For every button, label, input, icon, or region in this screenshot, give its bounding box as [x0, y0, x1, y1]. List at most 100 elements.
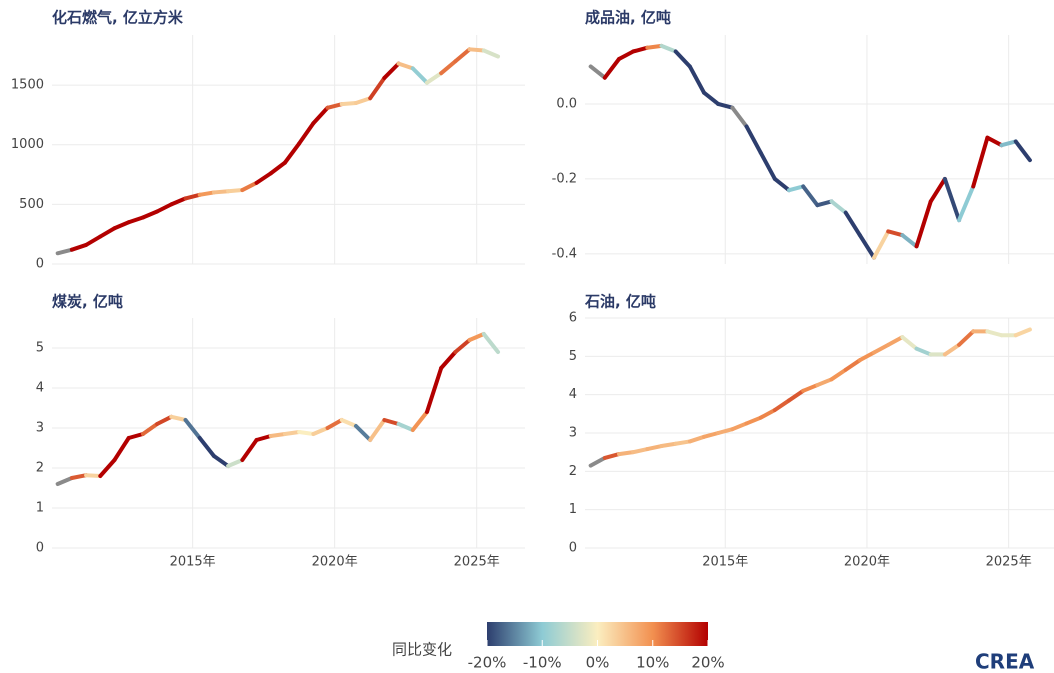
line-segment — [730, 105, 749, 129]
line-segment — [453, 338, 472, 354]
line-segment — [971, 135, 990, 189]
line-segment — [602, 56, 622, 80]
line-segment — [353, 424, 373, 442]
y-tick-label: 0 — [36, 257, 44, 272]
line-segment — [410, 410, 429, 432]
x-tick-label: 2015年 — [702, 555, 748, 570]
line-segment — [183, 418, 202, 440]
y-tick-label: 1500 — [11, 78, 44, 93]
line-segment — [758, 150, 777, 181]
line-segment — [772, 398, 792, 412]
line-segment — [900, 233, 919, 249]
line-segment — [382, 61, 401, 80]
line-segment — [155, 414, 174, 426]
line-segment — [197, 436, 216, 458]
panel-title: 成品油, 亿吨 — [585, 9, 671, 27]
line-segment — [687, 434, 707, 444]
y-tick-label: 500 — [19, 197, 44, 212]
line-segment — [687, 64, 707, 95]
line-segment — [886, 335, 905, 347]
line-segment — [169, 414, 188, 422]
line-segment — [297, 430, 316, 436]
line-segment — [1013, 139, 1032, 163]
colorbar-title: 同比变化 — [392, 641, 452, 659]
line-segment — [197, 190, 216, 197]
y-tick-label: 0 — [569, 541, 577, 556]
line-segment — [787, 388, 806, 403]
x-tick-label: 2015年 — [170, 555, 216, 570]
line-segment — [84, 234, 103, 247]
line-segment — [815, 199, 834, 208]
line-segment — [617, 49, 636, 61]
line-segment — [659, 441, 678, 449]
line-segment — [801, 184, 820, 208]
y-tick-label: 1 — [569, 502, 577, 517]
line-segment — [282, 141, 302, 165]
line-segment — [857, 233, 877, 260]
y-tick-label: 0.0 — [556, 96, 577, 111]
line-segment — [140, 422, 160, 436]
line-segment — [928, 176, 947, 204]
line-segment — [226, 188, 245, 194]
x-tick-label: 2025年 — [454, 555, 500, 570]
x-tick-label: 2020年 — [312, 555, 358, 570]
line-segment — [268, 160, 287, 176]
line-segment — [730, 421, 749, 432]
line-segment — [659, 43, 678, 54]
line-segment — [645, 43, 664, 50]
line-segment — [702, 431, 721, 439]
y-tick-label: 1000 — [11, 137, 44, 152]
line-segment — [588, 455, 607, 468]
line-segment — [815, 377, 834, 388]
line-segment — [843, 210, 862, 238]
line-segment — [829, 367, 848, 382]
y-tick-label: 1 — [36, 501, 44, 516]
line-segment — [467, 332, 486, 342]
line-segment — [297, 121, 316, 146]
line-segment — [702, 90, 721, 106]
line-segment — [872, 342, 891, 355]
y-tick-label: 6 — [569, 311, 577, 326]
y-tick-label: 3 — [569, 426, 577, 441]
line-segment — [481, 48, 501, 59]
line-segment — [801, 383, 820, 393]
y-tick-label: 5 — [569, 349, 577, 364]
line-segment — [744, 415, 763, 426]
colorbar-label: -20% — [468, 654, 507, 672]
line-segment — [787, 184, 806, 193]
line-segment — [339, 100, 358, 107]
line-segment — [942, 342, 962, 357]
line-segment — [240, 180, 259, 193]
line-segment — [69, 242, 89, 252]
line-segment — [744, 124, 763, 155]
line-segment — [772, 176, 792, 193]
line-segment — [617, 450, 636, 457]
line-segment — [112, 220, 131, 231]
line-segment — [886, 229, 905, 238]
line-segment — [467, 47, 486, 53]
line-segment — [424, 71, 444, 85]
line-segment — [914, 199, 933, 249]
colorbar-label: -10% — [523, 654, 562, 672]
line-segment — [211, 454, 231, 468]
line-segment — [843, 358, 862, 372]
line-segment — [169, 196, 188, 207]
colorbar-label: 0% — [586, 654, 610, 672]
line-segment — [985, 329, 1004, 338]
line-segment — [55, 247, 74, 256]
line-segment — [339, 418, 358, 428]
line-segment — [857, 350, 877, 363]
line-segment — [112, 436, 131, 462]
y-tick-label: 0 — [36, 541, 44, 556]
line-segment — [254, 171, 273, 185]
colorbar-label: 20% — [691, 654, 724, 672]
line-segment — [588, 64, 607, 80]
line-segment — [439, 59, 458, 76]
line-segment — [183, 192, 202, 201]
line-segment — [126, 432, 145, 440]
line-segment — [325, 418, 344, 430]
line-segment — [942, 176, 962, 223]
line-segment — [424, 366, 444, 414]
line-segment — [439, 350, 458, 370]
line-segment — [396, 422, 415, 432]
